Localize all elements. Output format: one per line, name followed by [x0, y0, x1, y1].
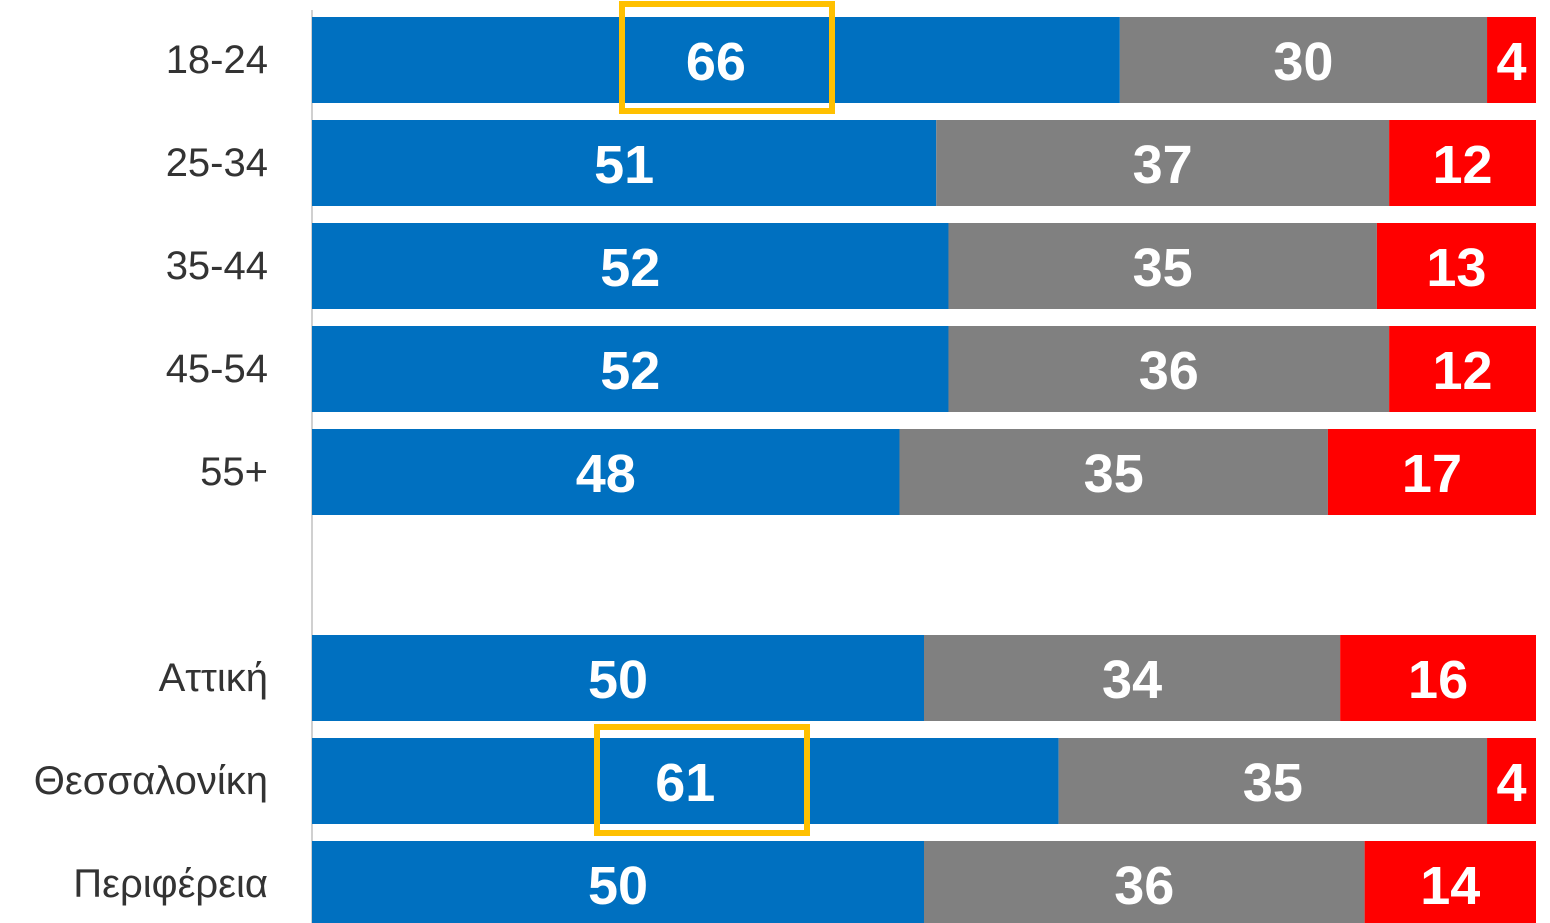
- value-label: 13: [1426, 238, 1486, 298]
- category-label: Περιφέρεια: [73, 862, 268, 906]
- highlight-box: [594, 724, 810, 836]
- value-label: 50: [588, 650, 648, 710]
- value-label: 51: [594, 135, 654, 195]
- bar-segment: [1376, 223, 1536, 309]
- bar-segment: [1389, 120, 1536, 206]
- value-label: 52: [600, 341, 660, 401]
- bar-segment: [1389, 326, 1536, 412]
- bar-segment: [1327, 429, 1536, 515]
- value-label: 14: [1420, 856, 1480, 916]
- bar-segment: [924, 841, 1365, 923]
- value-label: 61: [655, 753, 715, 813]
- category-label: 18-24: [166, 38, 268, 82]
- value-label: 36: [1139, 341, 1199, 401]
- bar-segment: [948, 223, 1377, 309]
- bar-segment: [312, 326, 949, 412]
- value-label: 52: [600, 238, 660, 298]
- bar-segment: [1340, 635, 1536, 721]
- bar-segment: [312, 17, 1120, 103]
- category-label: Θεσσαλονίκη: [34, 759, 268, 803]
- bar-segment: [1487, 738, 1536, 824]
- bar-segment: [1119, 17, 1488, 103]
- bar-segment: [312, 635, 924, 721]
- bar-segment: [924, 635, 1341, 721]
- value-label: 48: [576, 444, 636, 504]
- value-label: 36: [1114, 856, 1174, 916]
- bar-segment: [948, 326, 1390, 412]
- category-label: Αττική: [159, 656, 268, 700]
- value-label: 17: [1402, 444, 1462, 504]
- bar-segment: [312, 223, 949, 309]
- bar-segment: [312, 120, 937, 206]
- value-label: 4: [1496, 32, 1526, 92]
- value-label: 35: [1243, 753, 1303, 813]
- value-label: 50: [588, 856, 648, 916]
- value-label: 37: [1133, 135, 1193, 195]
- bar-segment: [1058, 738, 1488, 824]
- value-label: 4: [1496, 753, 1526, 813]
- value-label: 34: [1102, 650, 1162, 710]
- value-label: 35: [1084, 444, 1144, 504]
- bar-segment: [312, 738, 1059, 824]
- highlight-box: [619, 1, 835, 114]
- category-label: 55+: [200, 450, 268, 494]
- bar-segment: [899, 429, 1328, 515]
- bar-segment: [1487, 17, 1536, 103]
- bar-segment: [312, 841, 924, 923]
- bars: 66 30 4 51 37 12 52 35 13 52 36 12 48 35 17 50 34 16 61 35 4…: [312, 17, 1536, 923]
- bar-segment: [312, 429, 900, 515]
- value-label: 66: [686, 32, 746, 92]
- bar-segment: [1364, 841, 1536, 923]
- value-label: 16: [1408, 650, 1468, 710]
- bar-segment: [936, 120, 1390, 206]
- category-label: 45-54: [166, 347, 268, 391]
- category-label: 25-34: [166, 141, 268, 185]
- value-label: 30: [1273, 32, 1333, 92]
- value-label: 12: [1433, 341, 1493, 401]
- category-label: 35-44: [166, 244, 268, 288]
- value-label: 12: [1433, 135, 1493, 195]
- value-label: 35: [1133, 238, 1193, 298]
